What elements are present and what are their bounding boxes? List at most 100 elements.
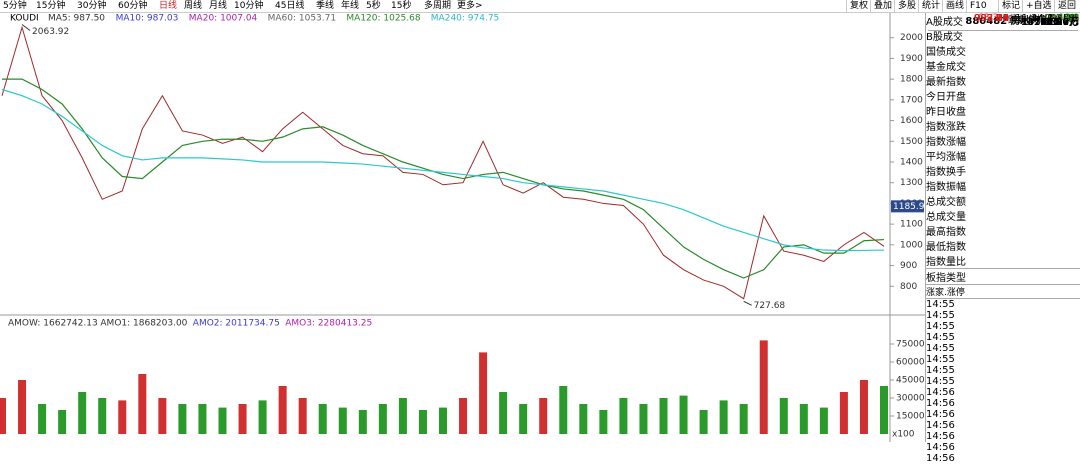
quote-row: 总成交额 166.27亿 [926,17,1080,208]
volume-bar [418,410,427,434]
tool-button[interactable]: 画线 [942,0,964,12]
tool-button[interactable]: 统计 [918,0,940,12]
y-tick-label: 1300 [900,178,923,188]
quote-row: 平均涨幅 0.70% [926,13,1080,163]
price-line [1,88,885,252]
trade-volume: 760.0万 [1040,17,1079,28]
toolbar: 5分钟 15分钟 30分钟 60分钟 日线 周线 月线 10分钟 45日线 季线 年线 5秒 15秒 多周… [0,0,1080,13]
y-tick-label: 1400 [900,158,923,168]
quote-value: 986.15 [1044,13,1079,24]
tool-button[interactable]: 标记 [998,0,1020,12]
tool-button[interactable]: 复权 [846,0,868,12]
quote-label: 最低指数 [926,242,966,253]
breadth-up: 63/3 [978,13,999,23]
breadth-down: 18/0 [1058,13,1079,23]
trade-price: 992.88 [974,13,1009,24]
trade-row: 14:56 993.05 564.0万 [926,13,1080,431]
period-tab[interactable]: 30分钟 [77,1,107,11]
panel-title: 880482 房地产 [928,13,1078,31]
volume-bar [0,398,6,434]
period-tab[interactable]: 5秒 [366,1,381,11]
quote-row: 国债成交 25730.14亿 [926,17,1080,58]
period-tab[interactable]: 15秒 [391,1,412,11]
tool-button[interactable]: +自选 [1022,0,1052,12]
period-tab[interactable]: 月线 [209,1,228,11]
trade-volume: 490.0万 [1040,17,1079,28]
volume-bar [98,398,107,434]
legend-item: AMO3: 2280413.25 [285,319,372,329]
quote-label: 今日开盘 [926,92,966,103]
price-line [2,78,885,279]
trade-price: 993.06 [974,13,1009,24]
quote-label: 指数涨幅 [926,137,966,148]
quote-value: 11.34/1.15% [1015,13,1079,24]
volume-bar [839,392,848,434]
trade-row: 14:56 993.01 876.0万 [926,13,1080,420]
quote-label: A股成交 [926,17,963,28]
period-tab[interactable]: 10分钟 [234,1,264,11]
trade-price: 993.00 [974,13,1009,24]
quote-row: 指数振幅 11.34/1.15% [926,13,1080,193]
quote-value: 984.61 [1044,13,1079,24]
quote-value: 166.27亿 [1034,17,1079,28]
period-tab[interactable]: 日线 [159,1,178,11]
period-tab[interactable]: 更多> [457,1,483,11]
volume-bar [459,398,468,434]
volume-bar [559,386,568,434]
volume-bar [539,398,548,434]
quote-value: 25730.14亿 [1021,17,1079,28]
trade-volume: 1006万 [1043,17,1079,28]
period-tab[interactable]: 60分钟 [118,1,148,11]
period-tab[interactable]: 年线 [341,1,360,11]
trade-time: 14:56 [926,453,955,464]
trade-time: 14:55 [926,321,955,332]
tool-button[interactable]: 叠加 [870,0,892,12]
volume-bar [398,398,407,434]
quote-row: 昨日收盘 986.15 [926,13,1080,118]
period-tab[interactable]: 季线 [316,1,335,11]
tool-button[interactable]: 多股 [894,0,916,12]
quote-label: 指数换手 [926,167,966,178]
tool-button[interactable]: 返回 [1054,0,1076,12]
y-tick-label: 15000 [896,412,925,422]
period-tab[interactable]: 周线 [184,1,203,11]
volume-bar [799,404,808,434]
volume-bar [599,410,608,434]
trade-row: 14:55 992.65 756.0万 [926,13,1080,321]
trade-price: 993.05 [974,13,1009,24]
trade-price: 993.13 [974,13,1009,24]
period-tab[interactable]: 45日线 [275,1,305,11]
y-tick-label: 1700 [900,95,923,105]
volume-bar [338,407,347,434]
quote-row: 今日开盘 985.99 [926,13,1080,103]
quote-value: 985.99 [1044,13,1079,24]
volume-bar [258,400,267,434]
y-tick-label: 2000 [900,33,923,43]
type-label: 板指类型 [926,273,966,284]
quote-row: B股成交 1.39亿 [926,17,1080,43]
volume-bar [639,404,648,434]
volume-bar [439,407,447,434]
tool-button[interactable]: F10 [966,0,987,12]
volume-bar [659,398,668,434]
trade-volume: 444.0万 [1040,17,1079,28]
volume-bar [278,386,287,434]
volume-bar [38,404,47,434]
volume-bar [719,400,728,434]
price-line [1,25,885,300]
legend-item: MA120: 1025.68 [346,14,420,24]
period-tab[interactable]: 5分钟 [3,1,27,11]
cursor-label: 1185.9 [893,202,925,212]
y-tick-label: 60000 [896,358,925,368]
quote-row: 基金成交 4591.40亿 [926,17,1080,73]
type-options[interactable]: 行业 加权 成份股回 [1009,14,1079,23]
trade-row: 14:55 992.90 467.0万 [926,13,1080,387]
trade-price: 992.84 [974,13,1009,24]
period-tab[interactable]: 15分钟 [36,1,66,11]
low-pointer [743,300,752,306]
trade-time: 14:56 [926,409,955,420]
quote-label: 指数涨跌 [926,122,966,133]
unit-label: x100 [892,430,915,440]
quote-row: A股成交 18798.94亿 [926,13,1080,28]
period-tab[interactable]: 多周期 [424,1,452,11]
